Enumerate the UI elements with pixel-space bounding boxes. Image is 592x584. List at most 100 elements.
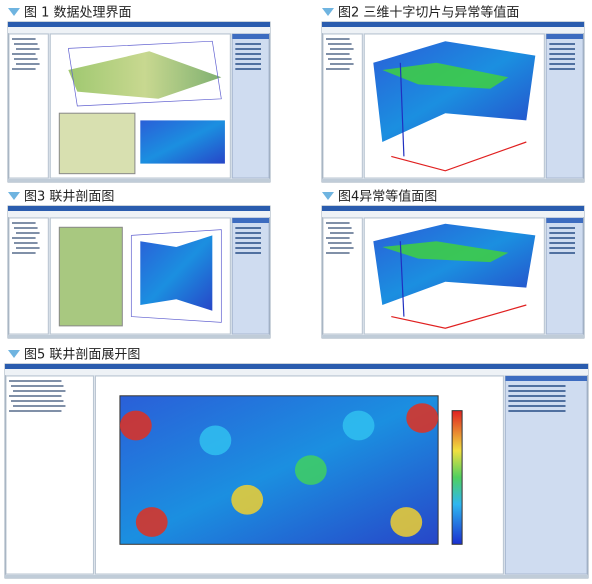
side-item	[235, 68, 261, 70]
plot-area	[119, 395, 439, 545]
side-panel	[545, 217, 584, 335]
tree-item	[16, 63, 40, 65]
anomaly	[135, 507, 168, 537]
colorbar	[451, 410, 463, 545]
tree-item	[326, 68, 350, 70]
tree-item	[12, 252, 36, 254]
status-bar	[5, 575, 588, 578]
tree-item	[328, 43, 352, 45]
tree-item	[328, 242, 352, 244]
side-item	[549, 242, 575, 244]
anomaly	[294, 455, 327, 485]
tree-panel	[322, 217, 363, 335]
tree-item	[13, 390, 66, 392]
side-item	[549, 53, 575, 55]
anomaly	[231, 484, 264, 515]
status-bar	[8, 335, 270, 338]
side-item	[549, 48, 575, 50]
caption-icon	[322, 8, 334, 16]
tree-item	[12, 237, 36, 239]
side-header	[546, 34, 583, 39]
side-item	[549, 252, 575, 254]
title-bar	[322, 22, 584, 27]
side-item	[235, 227, 261, 229]
status-bar	[322, 335, 584, 338]
side-header	[232, 218, 269, 223]
side-item	[235, 53, 261, 55]
anomaly	[390, 507, 423, 537]
status-bar	[322, 179, 584, 182]
tree-item	[326, 237, 350, 239]
side-item	[549, 227, 575, 229]
tree-item	[330, 63, 354, 65]
side-item	[508, 405, 566, 407]
side-panel	[545, 33, 584, 179]
caption-icon	[8, 350, 20, 358]
side-item	[549, 237, 575, 239]
anomaly	[119, 410, 152, 441]
tree-item	[11, 385, 64, 387]
tree-item	[14, 242, 38, 244]
screenshot	[4, 363, 589, 579]
caption-3: 图3 联井剖面图	[8, 190, 114, 205]
tree-item	[326, 53, 350, 55]
tree-item	[9, 410, 62, 412]
tree-item	[16, 232, 40, 234]
menu-bar	[322, 27, 584, 33]
tree-panel	[8, 33, 49, 179]
tree-item	[328, 58, 352, 60]
caption-2: 图2 三维十字切片与异常等值面	[322, 5, 519, 21]
tree-item	[12, 222, 36, 224]
tree-item	[12, 53, 36, 55]
iso-surface	[382, 62, 509, 89]
caption-5: 图5 联井剖面展开图	[8, 348, 140, 363]
tree-item	[14, 227, 38, 229]
side-item	[508, 410, 566, 412]
caption-icon	[322, 192, 334, 200]
axis-blue	[399, 62, 405, 157]
side-item	[549, 58, 575, 60]
side-item	[508, 395, 566, 397]
title-bar	[8, 206, 270, 211]
tree-item	[11, 400, 64, 402]
iso-surface	[382, 241, 509, 263]
status-bar	[8, 179, 270, 182]
section-panel	[140, 120, 225, 164]
tree-item	[13, 405, 66, 407]
caption-text: 图4异常等值面图	[338, 189, 437, 205]
caption-icon	[8, 192, 20, 200]
tree-item	[326, 252, 350, 254]
caption-1: 图 1 数据处理界面	[8, 6, 132, 21]
caption-text: 图3 联井剖面图	[24, 190, 114, 205]
axis-red	[391, 304, 527, 329]
caption-text: 图5 联井剖面展开图	[24, 348, 140, 363]
tree-item	[326, 38, 350, 40]
side-panel	[231, 217, 270, 335]
tree-item	[14, 58, 38, 60]
menu-bar	[5, 369, 588, 375]
screenshot	[321, 21, 585, 183]
caption-4: 图4异常等值面图	[322, 189, 437, 205]
caption-icon	[8, 8, 20, 16]
map-panel	[58, 112, 136, 175]
screenshot	[321, 205, 585, 339]
menu-bar	[8, 211, 270, 217]
side-item	[235, 232, 261, 234]
side-header	[232, 34, 269, 39]
axis-red	[391, 141, 527, 172]
caption-text: 图 1 数据处理界面	[24, 6, 132, 21]
tree-item	[330, 48, 354, 50]
tree-item	[16, 48, 40, 50]
axis-blue	[399, 241, 405, 317]
side-panel	[231, 33, 270, 179]
anomaly	[342, 410, 375, 441]
map-panel	[58, 226, 123, 327]
menu-bar	[8, 27, 270, 33]
tree-item	[14, 43, 38, 45]
anomaly	[406, 403, 439, 433]
side-item	[549, 68, 575, 70]
screenshot	[7, 205, 271, 339]
tree-item	[9, 380, 62, 382]
side-item	[235, 43, 261, 45]
side-item	[549, 247, 575, 249]
